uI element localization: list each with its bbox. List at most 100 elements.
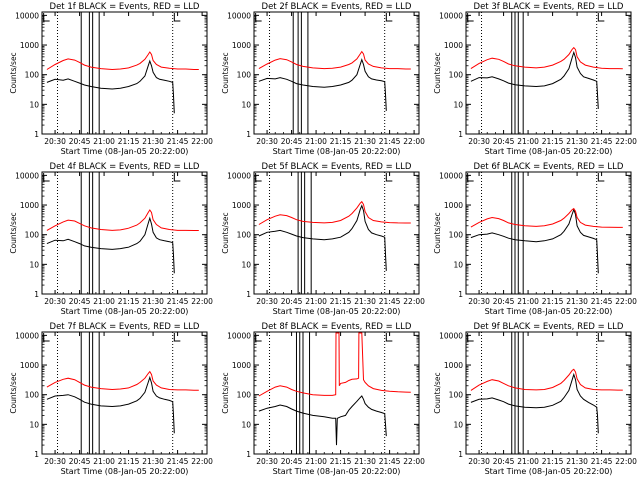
y-tick-label: 100: [449, 231, 464, 240]
x-tick-label: 21:00: [93, 457, 115, 466]
y-tick-label: 100: [237, 231, 252, 240]
x-tick-label: 21:30: [142, 137, 164, 146]
y-tick-label: 10: [29, 420, 39, 429]
x-axis-label: Start Time (08-Jan-05 20:22:00): [61, 467, 189, 476]
x-tick-label: 22:00: [403, 137, 425, 146]
lld-series-line: [46, 51, 199, 71]
x-axis-label: Start Time (08-Jan-05 20:22:00): [61, 307, 189, 316]
l-marker: [173, 333, 181, 342]
x-tick-label: 20:30: [468, 457, 490, 466]
x-tick-label: 21:30: [566, 137, 588, 146]
x-tick-label: 21:15: [330, 137, 352, 146]
lld-series-line: [258, 332, 411, 397]
y-axis-label: Counts/sec: [433, 372, 442, 413]
l-marker: [385, 13, 393, 22]
y-tick-label: 1: [34, 290, 39, 299]
x-tick-label: 21:00: [93, 137, 115, 146]
x-tick-label: 21:45: [591, 137, 613, 146]
x-tick-label: 22:00: [615, 457, 637, 466]
x-axis-label: Start Time (08-Jan-05 20:22:00): [485, 147, 613, 156]
x-tick-label: 20:30: [256, 457, 278, 466]
y-tick-label: 1000: [20, 361, 39, 370]
x-tick-label: 22:00: [615, 297, 637, 306]
events-series-line: [258, 58, 387, 111]
x-tick-label: 21:15: [542, 137, 564, 146]
x-tick-label: 20:30: [256, 297, 278, 306]
y-tick-label: 10: [453, 100, 463, 109]
y-tick-label: 10000: [227, 331, 251, 340]
events-series-line: [470, 50, 599, 109]
y-tick-label: 10000: [15, 331, 39, 340]
y-tick-label: 100: [237, 71, 252, 80]
x-tick-label: 21:45: [167, 297, 189, 306]
x-tick-label: 21:00: [517, 457, 539, 466]
y-tick-label: 10000: [227, 171, 251, 180]
x-tick-label: 21:45: [379, 457, 401, 466]
panel-title: Det 2f BLACK = Events, RED = LLD: [262, 2, 412, 12]
x-tick-label: 21:30: [354, 137, 376, 146]
l-marker: [173, 13, 181, 22]
y-tick-label: 1: [34, 450, 39, 459]
y-tick-label: 1: [246, 450, 251, 459]
l-marker: [255, 173, 262, 182]
y-tick-label: 1000: [232, 201, 251, 210]
l-marker: [43, 333, 50, 342]
plot-frame: [253, 11, 420, 135]
x-tick-label: 21:45: [167, 457, 189, 466]
lld-series-line: [470, 46, 623, 70]
y-tick-label: 1: [246, 290, 251, 299]
lld-series-line: [46, 209, 199, 231]
y-axis-label: Counts/sec: [433, 52, 442, 93]
y-axis-label: Counts/sec: [221, 52, 230, 93]
x-tick-label: 20:30: [468, 137, 490, 146]
events-series-line: [470, 372, 599, 434]
x-tick-label: 20:45: [493, 297, 515, 306]
l-marker: [255, 333, 262, 342]
y-tick-label: 1: [458, 130, 463, 139]
x-tick-label: 20:45: [281, 297, 303, 306]
panel-title: Det 8f BLACK = Events, RED = LLD: [262, 322, 412, 332]
y-tick-label: 1000: [20, 41, 39, 50]
x-tick-label: 20:45: [69, 457, 91, 466]
y-tick-label: 1000: [20, 201, 39, 210]
panel-title: Det 3f BLACK = Events, RED = LLD: [474, 2, 624, 12]
y-tick-label: 100: [237, 391, 252, 400]
l-marker: [173, 173, 181, 182]
y-tick-label: 100: [25, 391, 40, 400]
l-marker: [597, 13, 605, 22]
y-tick-label: 1: [34, 130, 39, 139]
x-tick-label: 20:30: [44, 297, 66, 306]
y-tick-label: 1000: [232, 41, 251, 50]
x-tick-label: 20:45: [69, 137, 91, 146]
y-tick-label: 10000: [227, 11, 251, 20]
events-series-line: [46, 375, 175, 434]
events-series-line: [470, 208, 599, 274]
y-tick-label: 100: [25, 71, 40, 80]
y-tick-label: 10000: [15, 11, 39, 20]
y-tick-label: 100: [25, 231, 40, 240]
plot-frame: [465, 11, 632, 135]
l-marker: [255, 13, 262, 22]
x-tick-label: 22:00: [403, 297, 425, 306]
y-tick-label: 10000: [15, 171, 39, 180]
x-tick-label: 20:45: [69, 297, 91, 306]
y-axis-label: Counts/sec: [9, 52, 18, 93]
x-tick-label: 21:00: [93, 297, 115, 306]
plot-frame: [41, 331, 208, 455]
lld-series-line: [258, 200, 411, 225]
x-tick-label: 21:30: [142, 297, 164, 306]
x-tick-label: 21:15: [330, 457, 352, 466]
panel-title: Det 9f BLACK = Events, RED = LLD: [474, 322, 624, 332]
y-axis-label: Counts/sec: [221, 372, 230, 413]
y-tick-label: 10: [241, 100, 251, 109]
x-tick-label: 21:15: [542, 297, 564, 306]
l-marker: [467, 333, 474, 342]
events-series-line: [258, 204, 387, 271]
x-tick-label: 21:45: [591, 297, 613, 306]
x-tick-label: 21:00: [517, 137, 539, 146]
x-axis-label: Start Time (08-Jan-05 20:22:00): [273, 467, 401, 476]
y-tick-label: 100: [449, 71, 464, 80]
x-tick-label: 21:15: [330, 297, 352, 306]
y-tick-label: 1000: [444, 361, 463, 370]
plot-frame: [465, 171, 632, 295]
